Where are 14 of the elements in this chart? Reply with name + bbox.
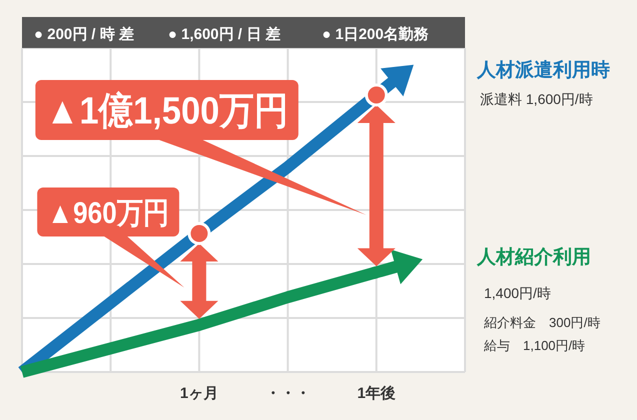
text: ● 200円 / 時 差: [34, 26, 134, 43]
text: 紹介料金 300円/時: [483, 315, 600, 330]
text: 人材紹介利用: [476, 246, 591, 268]
text: 1,400円/時: [484, 285, 551, 301]
text: 派遣料 1,600円/時: [480, 91, 593, 107]
x-tick-label: 1年後: [357, 385, 396, 402]
x-tick-label: ・・・: [265, 385, 310, 402]
text: 人材派遣利用時: [476, 59, 610, 81]
annotation: ▲960万円: [47, 196, 187, 230]
text: ● 1,600円 / 日 差: [168, 26, 280, 43]
x-tick-label: 1ヶ月: [180, 385, 218, 402]
text: 給与 1,100円/時: [483, 338, 586, 353]
text: ● 1日200名勤務: [322, 26, 430, 43]
annotation: ▲1億1,500万円: [45, 90, 314, 133]
